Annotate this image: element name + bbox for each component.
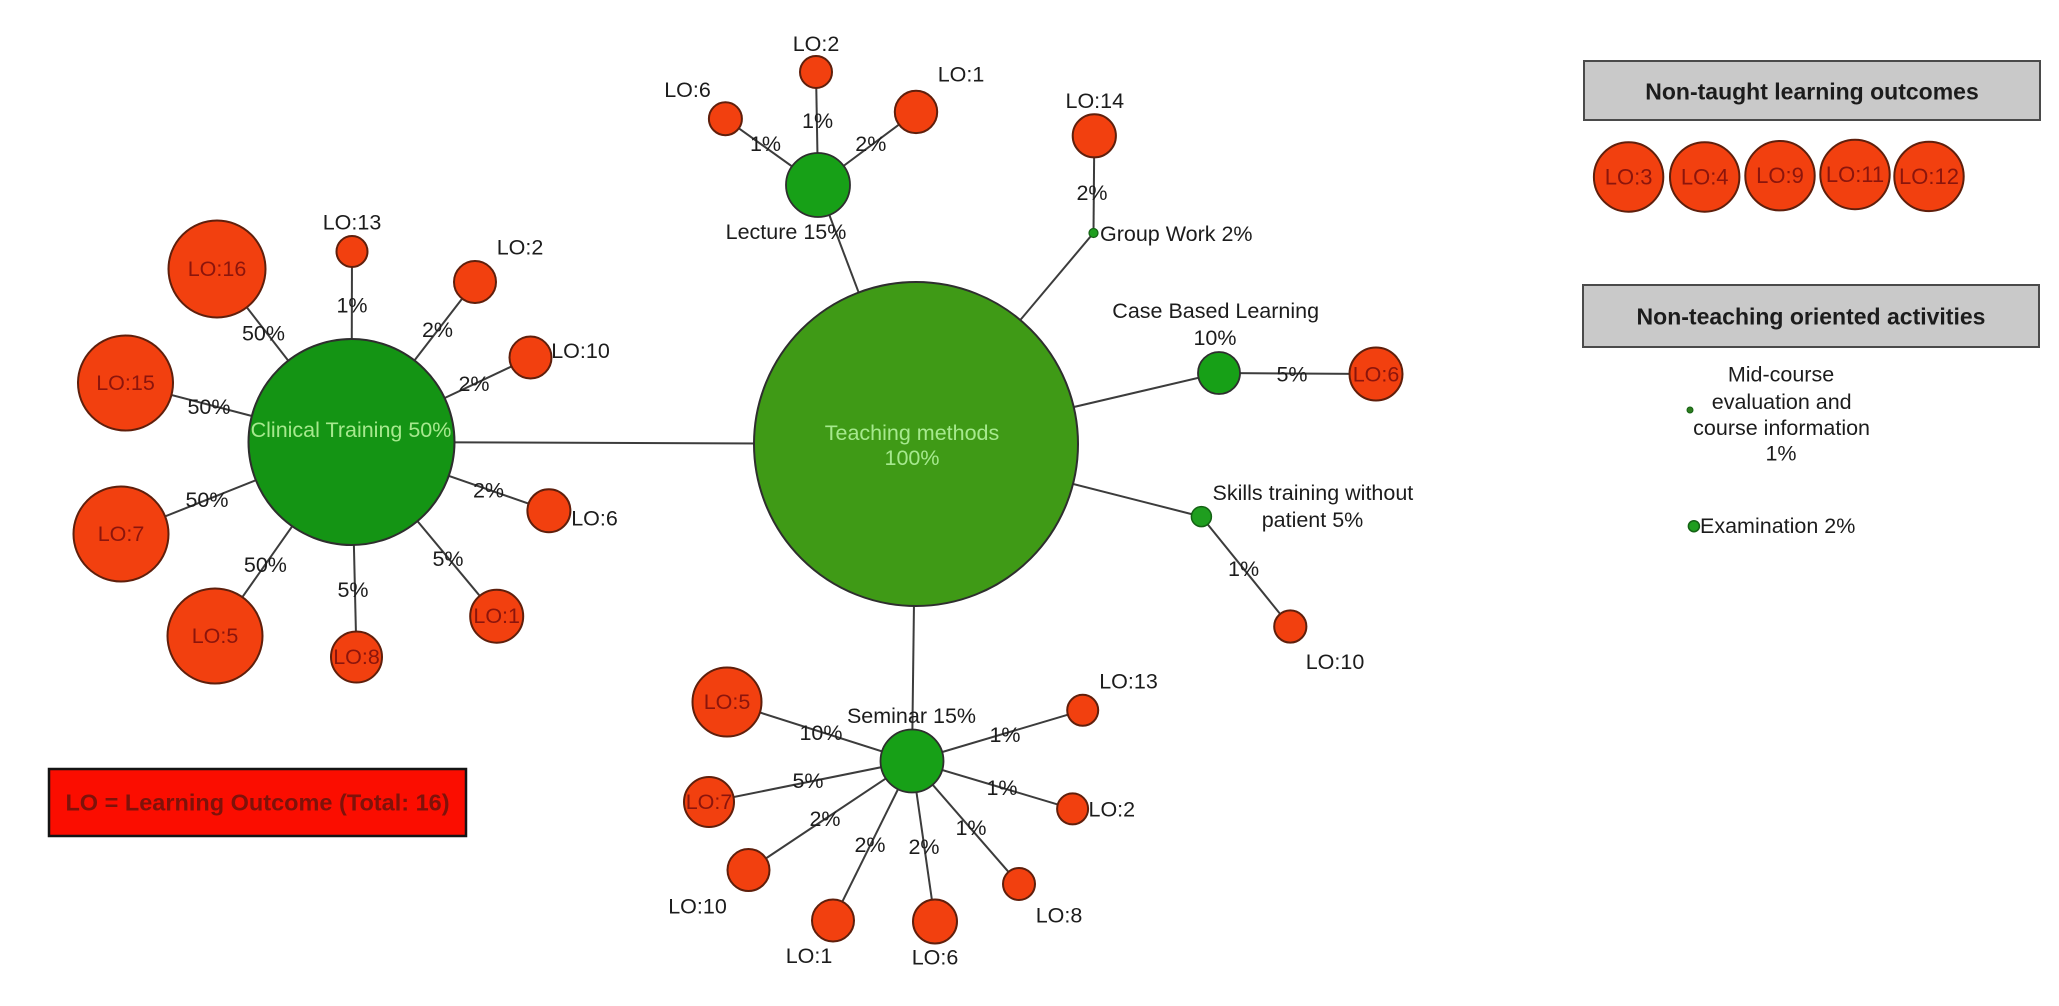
svg-text:1%: 1% [750,132,781,156]
svg-text:2%: 2% [854,833,885,857]
svg-text:patient 5%: patient 5% [1262,508,1364,532]
svg-text:50%: 50% [187,395,230,419]
svg-text:LO:6: LO:6 [912,946,959,970]
svg-text:5%: 5% [1276,363,1307,387]
svg-text:1%: 1% [802,109,833,133]
svg-text:LO:3: LO:3 [1605,165,1653,190]
svg-text:LO:5: LO:5 [192,624,239,648]
svg-text:LO:16: LO:16 [188,257,247,281]
svg-text:Case Based Learning: Case Based Learning [1112,299,1319,323]
svg-text:LO:10: LO:10 [551,339,610,363]
svg-text:Seminar 15%: Seminar 15% [847,704,976,728]
svg-text:LO:2: LO:2 [497,236,544,260]
svg-text:1%: 1% [1228,557,1259,581]
svg-text:LO:7: LO:7 [98,522,145,546]
svg-text:LO:12: LO:12 [1899,164,1959,189]
svg-text:1%: 1% [989,723,1020,747]
svg-text:2%: 2% [1076,181,1107,205]
svg-text:Lecture 15%: Lecture 15% [726,220,847,244]
svg-text:Non-taught learning outcomes: Non-taught learning outcomes [1645,79,1979,105]
svg-text:2%: 2% [473,478,504,502]
svg-text:LO:8: LO:8 [1036,903,1083,927]
svg-text:LO:6: LO:6 [571,507,618,531]
svg-text:10%: 10% [799,721,842,745]
svg-text:1%: 1% [336,294,367,318]
svg-text:LO:15: LO:15 [96,371,155,395]
svg-text:LO:2: LO:2 [1089,797,1136,821]
svg-text:Group Work 2%: Group Work 2% [1100,222,1253,246]
svg-text:2%: 2% [422,318,453,342]
svg-text:10%: 10% [1193,326,1236,350]
svg-text:1%: 1% [1765,441,1796,465]
svg-text:LO:1: LO:1 [473,604,520,628]
svg-text:LO:14: LO:14 [1066,89,1125,113]
svg-text:LO:1: LO:1 [786,944,833,968]
svg-text:Non-teaching oriented activiti: Non-teaching oriented activities [1637,304,1986,330]
svg-text:LO:11: LO:11 [1826,162,1884,187]
svg-text:50%: 50% [242,322,285,346]
svg-text:5%: 5% [432,547,463,571]
svg-text:50%: 50% [185,488,228,512]
svg-text:100%: 100% [885,446,940,470]
svg-text:Clinical Training 50%: Clinical Training 50% [251,418,452,442]
svg-text:LO:10: LO:10 [668,894,727,918]
svg-text:50%: 50% [244,553,287,577]
svg-text:Teaching methods: Teaching methods [825,421,1000,445]
svg-text:LO:6: LO:6 [664,78,711,102]
svg-text:Skills training without: Skills training without [1213,481,1414,505]
svg-text:LO:13: LO:13 [323,211,382,235]
svg-text:LO:5: LO:5 [704,690,751,714]
svg-text:LO:6: LO:6 [1353,363,1400,387]
svg-text:LO:9: LO:9 [1756,163,1804,188]
svg-text:evaluation and: evaluation and [1712,390,1852,414]
svg-text:LO:4: LO:4 [1681,165,1729,190]
svg-text:5%: 5% [792,769,823,793]
svg-text:2%: 2% [855,132,886,156]
svg-text:2%: 2% [809,807,840,831]
svg-text:Examination 2%: Examination 2% [1700,514,1855,538]
svg-text:LO:8: LO:8 [333,645,380,669]
svg-text:LO:10: LO:10 [1306,650,1365,674]
svg-text:1%: 1% [986,776,1017,800]
svg-text:LO:1: LO:1 [938,63,985,87]
svg-text:course information: course information [1693,416,1870,440]
svg-text:2%: 2% [908,835,939,859]
svg-text:LO:2: LO:2 [793,32,840,56]
svg-text:LO:7: LO:7 [686,790,733,814]
svg-text:LO = Learning Outcome (Total:: LO = Learning Outcome (Total: 16) [65,790,449,816]
svg-text:Mid-course: Mid-course [1728,362,1834,386]
svg-text:LO:13: LO:13 [1099,670,1158,694]
svg-text:5%: 5% [337,578,368,602]
svg-text:1%: 1% [955,816,986,840]
svg-text:2%: 2% [458,372,489,396]
